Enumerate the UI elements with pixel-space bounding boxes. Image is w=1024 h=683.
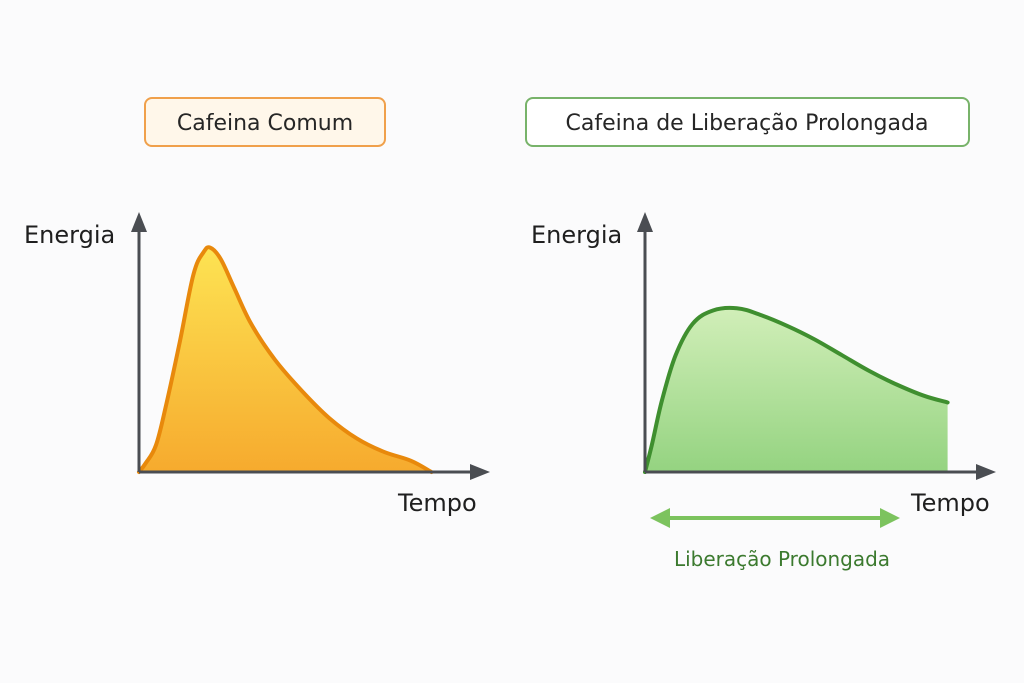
- right-title-box: Cafeina de Liberação Prolongada: [525, 97, 970, 147]
- left-x-axis-label: Tempo: [397, 489, 477, 517]
- right-chart-title: Cafeina de Liberação Prolongada: [566, 111, 929, 136]
- right-x-axis-arrow: [976, 464, 996, 480]
- release-range-annotation: Liberação Prolongada: [650, 508, 900, 571]
- left-y-axis-arrow: [131, 212, 147, 232]
- left-x-axis-arrow: [470, 464, 490, 480]
- range-arrow-left-head: [650, 508, 670, 528]
- left-chart-title: Cafeina Comum: [177, 111, 353, 136]
- left-series-area: [139, 247, 432, 472]
- right-axes: Energia Tempo: [531, 212, 996, 517]
- right-x-axis-label: Tempo: [910, 489, 990, 517]
- right-series-area: [645, 307, 948, 472]
- left-y-axis-label: Energia: [24, 221, 115, 249]
- right-y-axis-arrow: [637, 212, 653, 232]
- left-series-line: [137, 245, 434, 474]
- left-axes: Energia Tempo: [24, 212, 490, 517]
- right-series-line: [643, 305, 950, 474]
- left-title-frame: [144, 97, 386, 147]
- range-label: Liberação Prolongada: [674, 547, 890, 571]
- right-y-axis-label: Energia: [531, 221, 622, 249]
- range-arrow-right-head: [880, 508, 900, 528]
- right-title-frame: [525, 97, 970, 147]
- left-title-box: Cafeina Comum: [144, 97, 386, 147]
